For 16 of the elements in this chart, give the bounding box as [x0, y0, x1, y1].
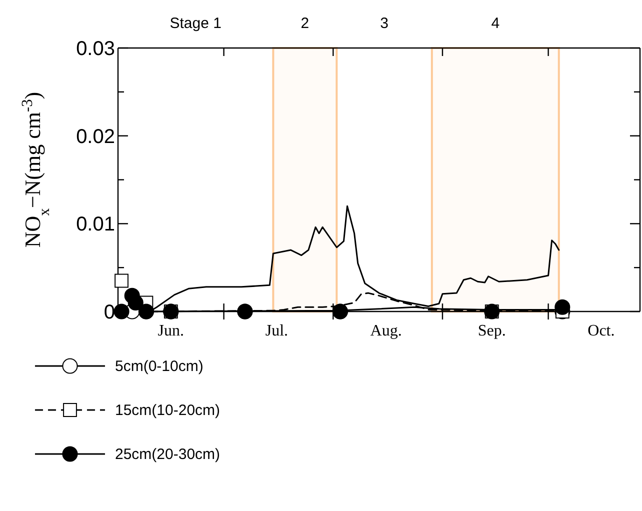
x-tick-label: Sep.: [478, 322, 506, 340]
x-tick-label: Oct.: [588, 322, 615, 340]
text: 3: [380, 15, 388, 32]
y-tick-label: 0.03: [76, 38, 115, 60]
y-tick-label: 0.02: [76, 126, 115, 148]
legend-label: 15cm(10-20cm): [115, 402, 220, 419]
band-label: 2: [300, 15, 310, 32]
legend-label: 25cm(20-30cm): [115, 446, 220, 463]
y-tick-label: 0: [104, 302, 115, 324]
band-label: 4: [491, 15, 500, 32]
y-tick-label: 0.01: [76, 214, 115, 236]
x-tick-label: Jul.: [265, 322, 288, 340]
x-tick-label: Jun.: [158, 322, 184, 340]
text: Stage 1: [170, 15, 222, 32]
legend-label: 5cm(0-10cm): [115, 358, 204, 375]
x-tick-label: Aug.: [370, 322, 402, 340]
